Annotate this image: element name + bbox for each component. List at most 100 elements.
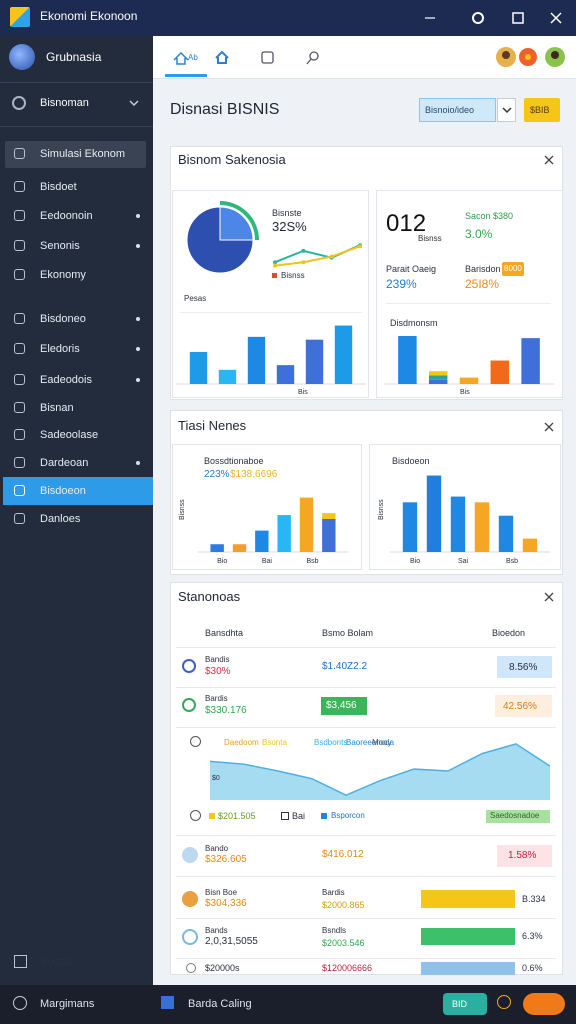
badge-text: 8.56%	[509, 662, 538, 673]
pie-chart	[186, 201, 259, 274]
doc[interactable]	[261, 51, 274, 64]
home[interactable]	[215, 50, 229, 64]
row-name: Bands	[205, 926, 228, 935]
badge	[497, 845, 552, 867]
x-tick-label: Bio	[410, 558, 421, 565]
nav-item[interactable]: Senonis	[40, 240, 80, 252]
nav-item[interactable]: Bisdoeon	[40, 485, 86, 497]
nav-item[interactable]: Bisdoet	[40, 181, 77, 193]
card-title: Stanonoas	[178, 589, 241, 604]
big-sub: Bisnss	[418, 234, 442, 243]
nav-icon	[14, 210, 25, 221]
taskbar-icon	[13, 996, 27, 1010]
divider	[180, 312, 362, 313]
bar-label: 0.6%	[522, 963, 543, 973]
close-button[interactable]	[544, 422, 554, 432]
nav-item[interactable]: Bisnan	[40, 402, 74, 414]
row-value: 2,0,31,5055	[205, 936, 258, 947]
taskbar-button[interactable]	[443, 993, 487, 1015]
row-divider	[176, 918, 556, 919]
tab-label[interactable]: Ab	[188, 53, 198, 62]
chart-title: Bisdoeon	[392, 456, 430, 466]
taskbar-button-label: BID	[452, 999, 468, 1009]
bar	[232, 544, 247, 552]
row-name: Bsndls	[322, 926, 347, 935]
maximize[interactable]	[512, 12, 524, 24]
row-value: $201.505	[218, 811, 256, 821]
window-controls	[425, 12, 562, 24]
dropdown[interactable]	[497, 98, 516, 122]
badge-text: 1.58%	[508, 850, 537, 861]
row-amount: $416.012	[322, 849, 364, 860]
nav-icon	[14, 955, 27, 968]
close-button[interactable]	[544, 592, 554, 602]
badge-text: Saedosnadoe	[490, 811, 540, 820]
search-box[interactable]	[419, 98, 496, 122]
nav-item[interactable]: Danloes	[40, 513, 81, 525]
x-tick-label: Bsb	[506, 558, 519, 565]
y-axis-label: Bisnss	[179, 499, 186, 520]
row-icon	[182, 891, 198, 907]
taskbar-item[interactable]: Margimans	[40, 998, 95, 1010]
bar-chart	[390, 475, 550, 553]
nav-item[interactable]: Eadeodois	[40, 374, 92, 386]
chevron	[502, 107, 512, 114]
taskbar-item[interactable]: Barda Caling	[188, 998, 252, 1010]
nav-item[interactable]: Bisdoneo	[40, 313, 86, 325]
line-point	[273, 263, 277, 268]
row-name: Bandis	[205, 655, 230, 664]
bar-chart	[384, 336, 554, 385]
taskbar-button[interactable]	[523, 993, 565, 1015]
row-icon	[182, 698, 196, 712]
bar	[428, 379, 448, 384]
tab-home[interactable]	[173, 51, 189, 65]
x-axis-label: Bis	[460, 389, 470, 396]
divider	[0, 126, 153, 127]
bar	[521, 338, 540, 384]
close[interactable]	[550, 12, 562, 24]
nav-item[interactable]: Sadeoolase	[40, 429, 99, 441]
row-icon	[182, 929, 198, 945]
bar	[474, 502, 490, 552]
row-value: $330.176	[205, 705, 247, 716]
nav-item[interactable]: Sogad	[40, 956, 72, 968]
nav-item[interactable]: Dardeoan	[40, 457, 89, 469]
chart-title: Disdmonsm	[390, 318, 438, 328]
row-value: $326.605	[205, 854, 247, 865]
search[interactable]	[309, 51, 319, 61]
brand-logo	[9, 44, 35, 70]
line-point	[273, 260, 277, 265]
line-chart	[273, 243, 362, 268]
card-title: Tiasi Nenes	[178, 418, 247, 433]
close-button[interactable]	[544, 155, 554, 165]
nav-expand	[136, 461, 140, 465]
search-text: Bisnoio/ideo	[425, 105, 475, 115]
help[interactable]	[472, 12, 484, 24]
nav-item[interactable]: Simulasi Ekonom	[40, 148, 125, 160]
taskbar-icon[interactable]	[497, 995, 511, 1009]
nav-icon	[14, 313, 25, 324]
x-tick-label: Sai	[458, 558, 469, 565]
row-name: Bisn Boe	[205, 888, 238, 897]
row-value: $2003.546	[322, 938, 365, 948]
stat-label: Bisnste	[272, 208, 302, 218]
legend-label: Bsonta	[262, 738, 287, 747]
app-icon	[10, 7, 30, 27]
button[interactable]	[524, 98, 560, 122]
badge	[497, 656, 552, 678]
nav-expand	[136, 378, 140, 382]
nav-item[interactable]: Eedoonoin	[40, 210, 93, 222]
nav-icon	[14, 181, 25, 192]
nav-expand	[136, 244, 140, 248]
bar-label: B.334	[522, 894, 546, 904]
dropdown[interactable]: Bisnoman	[40, 97, 89, 109]
row-name: Bardis	[322, 888, 345, 897]
row-icon	[182, 847, 198, 863]
nav-item[interactable]: Ekonomy	[40, 269, 86, 281]
legend-label: Mooy	[372, 738, 392, 747]
x-tick-label: Bsb	[306, 558, 319, 565]
tab-icons	[173, 50, 319, 65]
row-icon	[190, 810, 201, 821]
nav-item[interactable]: Eledoris	[40, 343, 80, 355]
